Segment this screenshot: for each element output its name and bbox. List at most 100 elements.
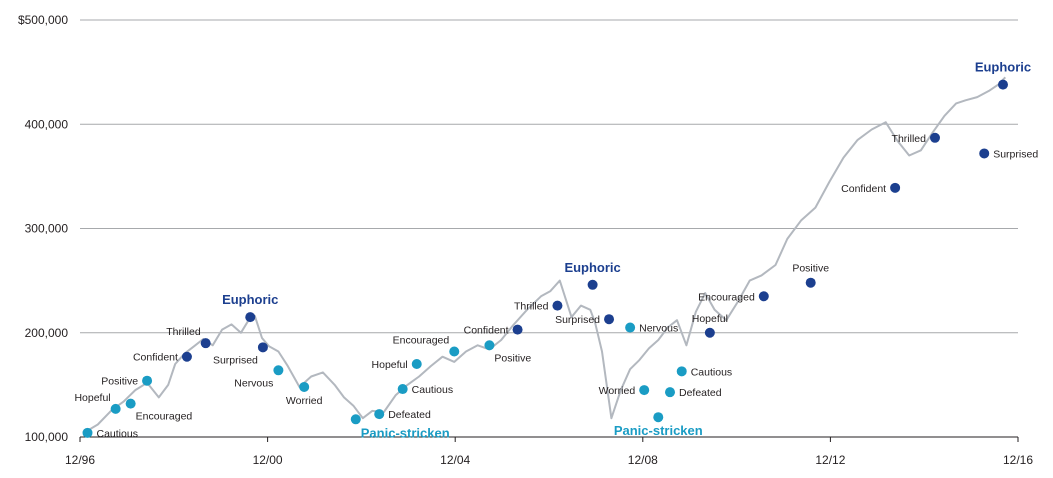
marker-label: Euphoric xyxy=(564,260,620,275)
marker-label: Confident xyxy=(133,352,178,364)
emotion-marker: Confident xyxy=(464,324,523,337)
marker-dot xyxy=(758,291,769,302)
marker-label: Confident xyxy=(464,325,509,337)
marker-label: Thrilled xyxy=(166,326,201,338)
x-tick-label: 12/08 xyxy=(628,453,658,467)
marker-dot xyxy=(997,79,1008,90)
marker-label: Surprised xyxy=(555,314,600,326)
marker-label: Euphoric xyxy=(222,292,278,307)
marker-label: Hopeful xyxy=(74,392,110,404)
marker-label: Panic-stricken xyxy=(361,425,450,440)
marker-dot xyxy=(890,182,901,193)
marker-dot xyxy=(587,279,598,290)
x-tick-label: 12/12 xyxy=(815,453,845,467)
marker-label: Hopeful xyxy=(372,359,408,371)
marker-label: Encouraged xyxy=(698,291,755,303)
y-tick-label: 400,000 xyxy=(25,117,69,131)
emotion-marker: Nervous xyxy=(625,322,678,335)
x-tick-label: 12/00 xyxy=(253,453,283,467)
emotion-marker: Thrilled xyxy=(892,132,940,145)
emotion-marker: Surprised xyxy=(555,314,615,326)
marker-label: Positive xyxy=(792,263,829,275)
emotion-marker: Positive xyxy=(792,263,829,288)
series-line xyxy=(83,76,1007,434)
x-tick-label: 12/16 xyxy=(1003,453,1033,467)
marker-dot xyxy=(512,324,523,335)
emotion-marker: Worried xyxy=(286,381,323,407)
marker-dot xyxy=(704,327,715,338)
emotion-marker: Euphoric xyxy=(222,292,278,323)
y-tick-label: 300,000 xyxy=(25,222,69,236)
emotion-marker: Hopeful xyxy=(692,313,728,338)
marker-label: Defeated xyxy=(679,387,722,399)
marker-dot xyxy=(653,412,664,423)
emotion-marker: Panic-stricken xyxy=(350,414,450,440)
marker-label: Cautious xyxy=(412,384,453,396)
marker-dot xyxy=(125,398,136,409)
marker-label: Encouraged xyxy=(393,335,450,347)
marker-label: Worried xyxy=(286,395,323,407)
marker-dot xyxy=(979,148,990,159)
emotion-marker: Defeated xyxy=(374,409,431,421)
marker-dot xyxy=(604,314,615,325)
y-axis-ticks: $500,000 400,000 300,000 200,000 100,000 xyxy=(18,13,68,444)
marker-dot xyxy=(299,381,310,392)
marker-dot xyxy=(257,342,268,353)
marker-label: Euphoric xyxy=(975,60,1031,75)
marker-dot xyxy=(484,340,495,351)
emotion-marker: Cautious xyxy=(82,427,138,440)
gridlines xyxy=(80,19,1018,334)
emotion-marker: Encouraged xyxy=(698,291,769,303)
marker-label: Thrilled xyxy=(514,301,549,313)
marker-dot xyxy=(676,366,687,377)
marker-label: Nervous xyxy=(234,377,273,389)
marker-label: Positive xyxy=(101,376,138,388)
series-line-path xyxy=(83,76,1007,434)
emotion-marker: Encouraged xyxy=(125,398,193,423)
marker-label: Cautious xyxy=(691,366,732,378)
marker-dot xyxy=(142,375,153,386)
emotion-marker: Surprised xyxy=(213,342,268,366)
marker-dot xyxy=(273,365,284,376)
marker-dot xyxy=(374,409,385,420)
marker-label: Cautious xyxy=(97,428,138,440)
marker-dot xyxy=(665,387,676,398)
marker-dot xyxy=(200,338,211,349)
emotion-marker: Hopeful xyxy=(372,359,422,371)
emotion-marker: Hopeful xyxy=(74,392,121,414)
marker-dot xyxy=(411,359,422,370)
emotion-marker: Encouraged xyxy=(393,335,460,357)
x-axis: 12/96 12/00 12/04 12/08 12/12 12/16 xyxy=(65,436,1033,467)
marker-dot xyxy=(805,277,816,288)
marker-dot xyxy=(552,300,563,311)
emotion-marker: Positive xyxy=(484,340,531,364)
emotion-marker: Panic-stricken xyxy=(614,412,703,438)
emotion-marker: Thrilled xyxy=(514,300,563,313)
marker-label: Confident xyxy=(841,183,886,195)
marker-dot xyxy=(639,385,650,396)
marker-label: Positive xyxy=(494,352,531,364)
marker-label: Surprised xyxy=(213,354,258,366)
marker-label: Thrilled xyxy=(892,133,927,145)
marker-dot xyxy=(350,414,361,425)
emotion-marker: Confident xyxy=(841,182,901,195)
marker-dot xyxy=(625,322,636,333)
marker-dot xyxy=(397,384,408,395)
marker-dot xyxy=(82,427,93,438)
emotion-marker: Cautious xyxy=(676,366,732,378)
marker-label: Encouraged xyxy=(136,411,193,423)
marker-dot xyxy=(449,346,460,357)
y-tick-label: 200,000 xyxy=(25,326,69,340)
marker-label: Surprised xyxy=(993,148,1038,160)
marker-dot xyxy=(245,312,256,323)
marker-label: Worried xyxy=(599,385,636,397)
marker-label: Panic-stricken xyxy=(614,423,703,438)
emotion-marker: Confident xyxy=(133,351,192,364)
emotion-marker: Nervous xyxy=(234,365,284,389)
emotion-marker: Cautious xyxy=(397,384,453,396)
emotion-marker: Euphoric xyxy=(564,260,621,290)
marker-label: Defeated xyxy=(388,409,431,421)
x-tick-label: 12/96 xyxy=(65,453,95,467)
marker-dot xyxy=(181,351,192,362)
emotion-marker: Surprised xyxy=(979,148,1038,160)
